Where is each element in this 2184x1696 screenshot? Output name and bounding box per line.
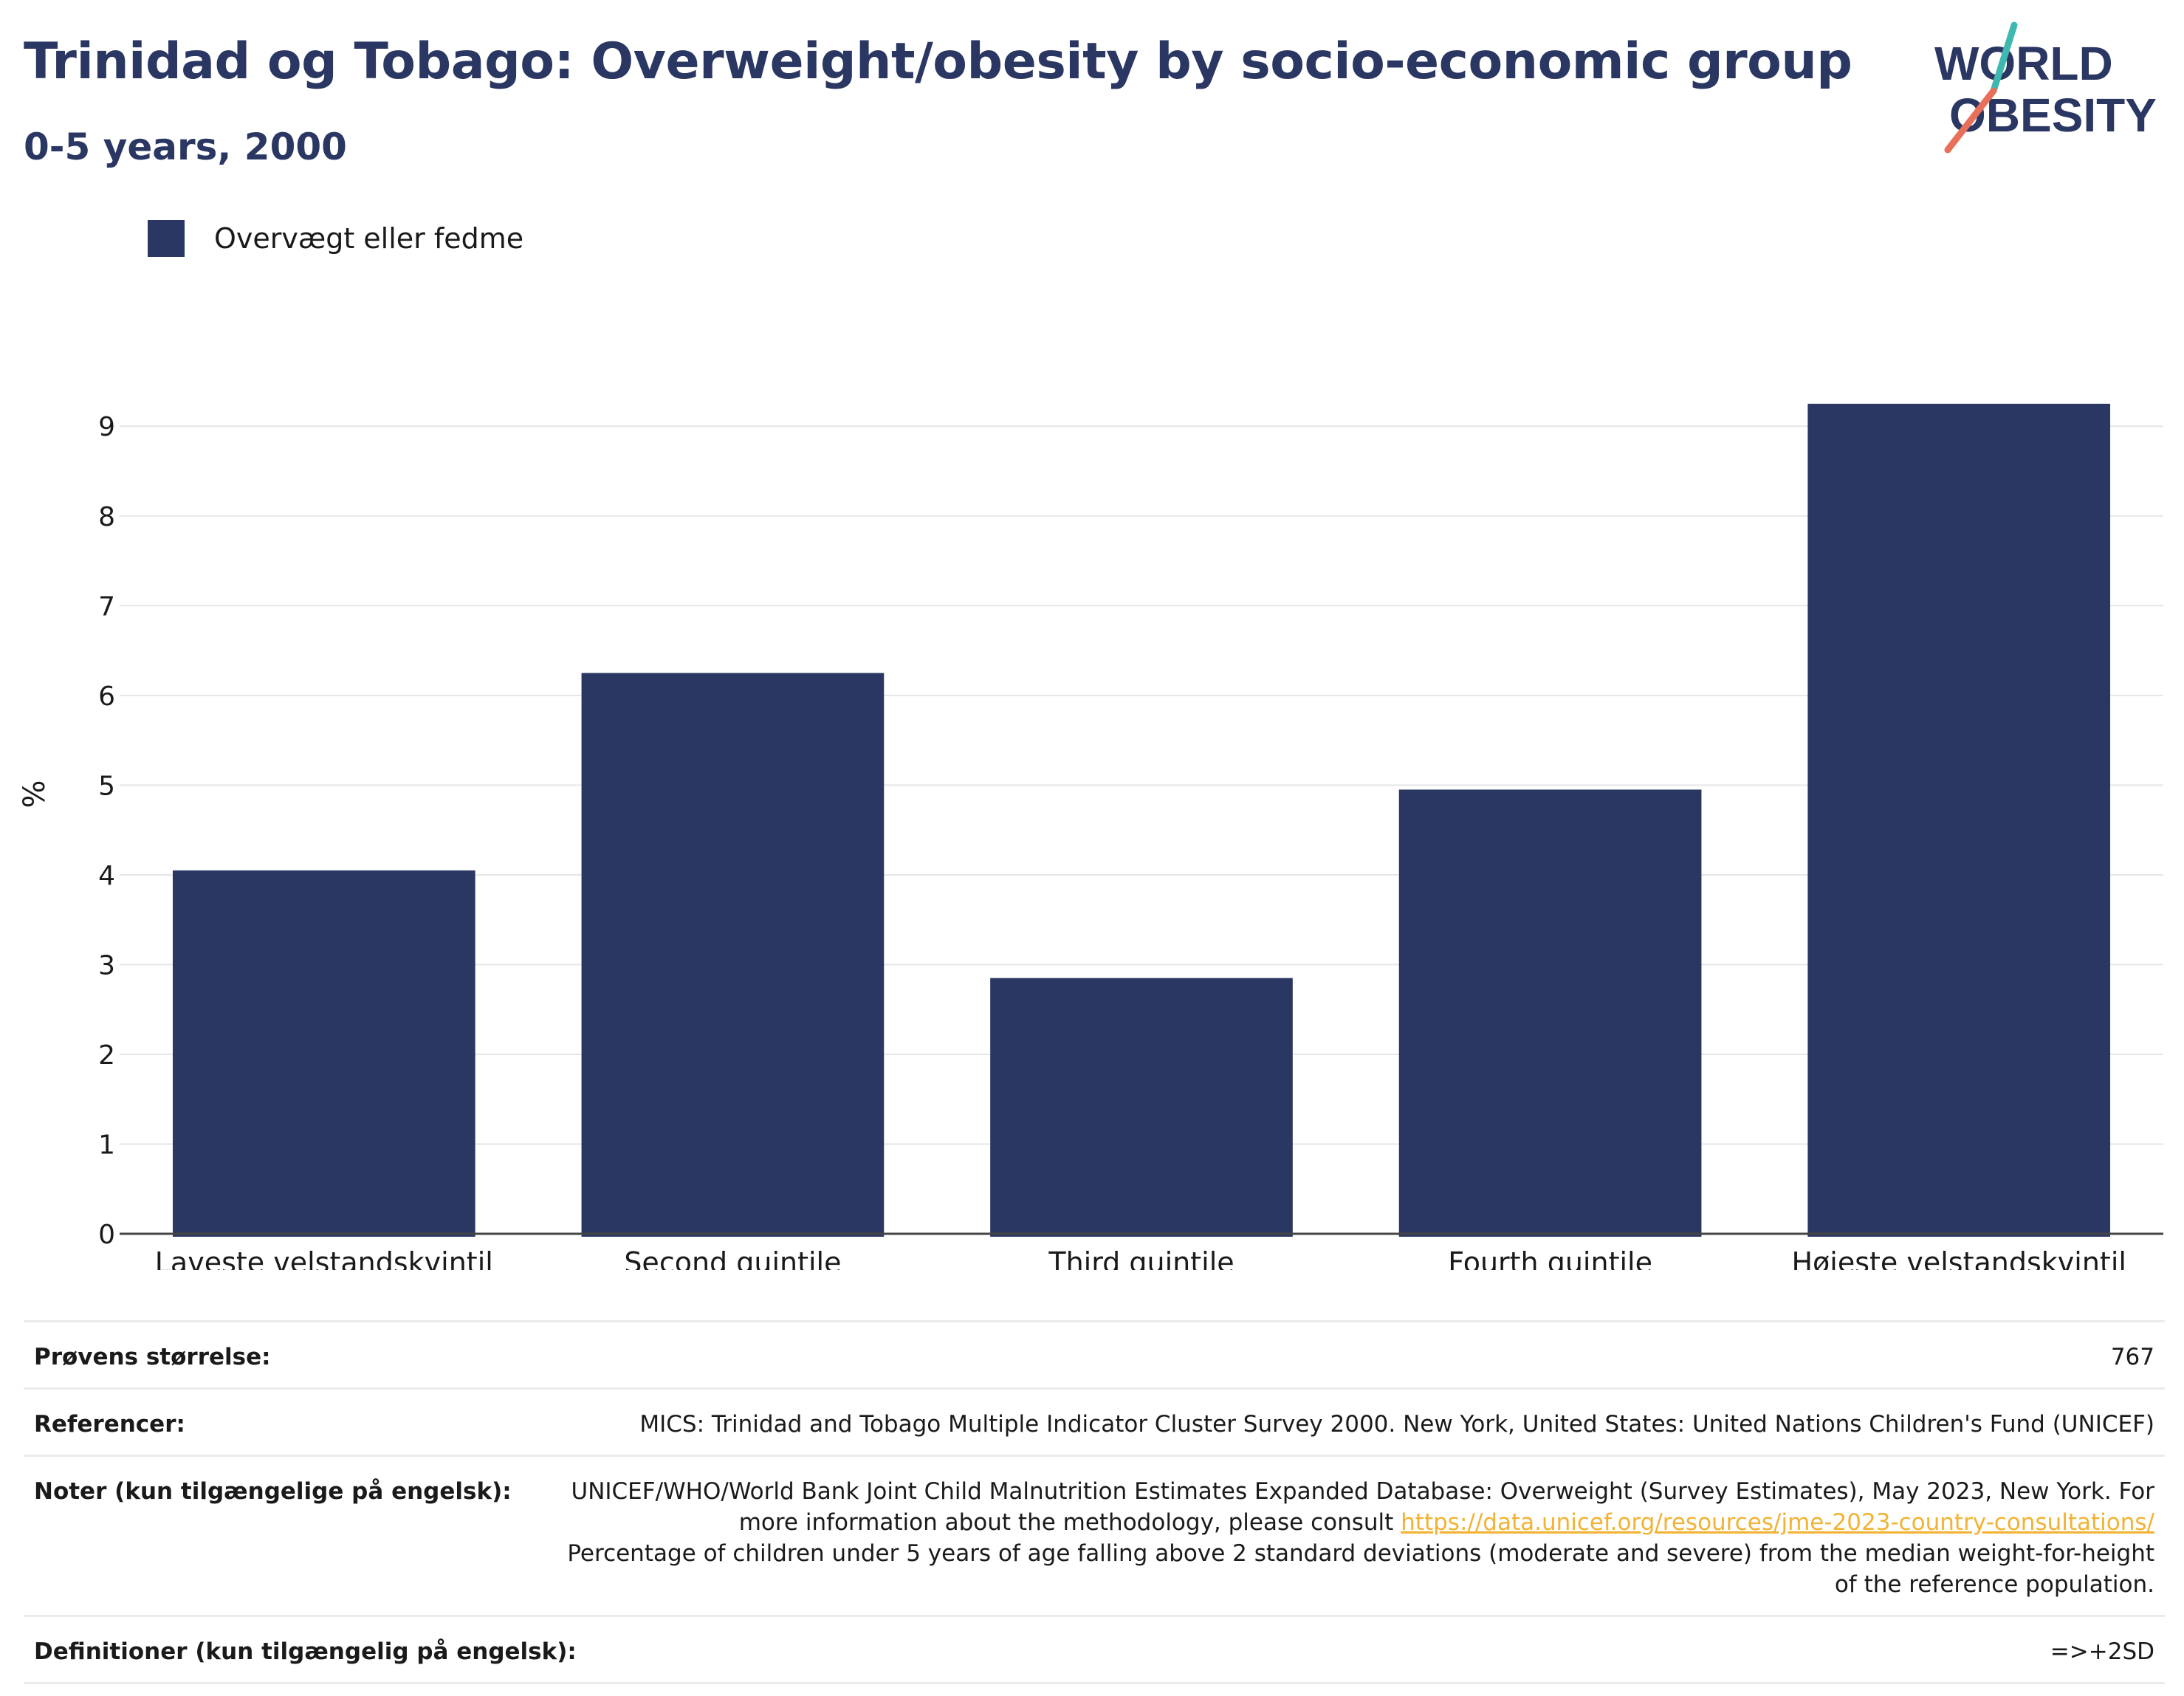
world-obesity-logo: WORLD OBESITY — [1934, 21, 2157, 154]
info-row-definitions: Definitioner (kun tilgængelig på engelsk… — [24, 1615, 2165, 1684]
y-tick-label: 8 — [98, 502, 115, 532]
chart-title: Trinidad og Tobago: Overweight/obesity b… — [24, 32, 1852, 91]
x-tick-labels: Laveste velstandskvintil Second quintile T… — [155, 1246, 2126, 1270]
logo-text-obesity: OBESITY — [1949, 89, 2157, 142]
legend[interactable]: Overvægt eller fedme — [148, 219, 523, 258]
y-axis-label: % — [18, 780, 52, 808]
references-label: Referencer: — [34, 1411, 185, 1438]
info-row-notes: Noter (kun tilgængelige på engelsk): UNI… — [24, 1455, 2165, 1615]
notes-link[interactable]: https://data.unicef.org/resources/jme-20… — [1401, 1509, 2154, 1536]
y-tick-label: 4 — [98, 861, 115, 891]
x-tick-label: Fourth quintile — [1448, 1246, 1652, 1270]
references-value: MICS: Trinidad and Tobago Multiple Indic… — [639, 1411, 2154, 1438]
bar[interactable] — [1807, 403, 2111, 1237]
notes-text: UNICEF/WHO/World Bank Joint Child Malnut… — [571, 1478, 2155, 1536]
info-row-sample-size: Prøvens størrelse: 767 — [24, 1320, 2165, 1387]
bar[interactable] — [1398, 789, 1702, 1237]
logo-slash-teal — [1990, 21, 2018, 95]
y-tick-label: 7 — [98, 591, 115, 622]
notes-label: Noter (kun tilgængelige på engelsk): — [34, 1478, 512, 1505]
y-tick-label: 0 — [98, 1220, 115, 1250]
bar[interactable] — [581, 673, 885, 1237]
chart-subtitle: 0-5 years, 2000 — [24, 126, 347, 168]
y-tick-label: 3 — [98, 950, 115, 981]
y-tick-label: 5 — [98, 771, 115, 801]
y-tick-label: 2 — [98, 1040, 115, 1071]
bar[interactable] — [990, 978, 1293, 1237]
x-tick-label: Højeste velstandskvintil — [1791, 1246, 2126, 1270]
y-tick-label: 6 — [98, 682, 115, 712]
x-tick-label: Second quintile — [624, 1246, 841, 1270]
notes-value: UNICEF/WHO/World Bank Joint Child Malnut… — [556, 1476, 2154, 1600]
definitions-label: Definitioner (kun tilgængelig på engelsk… — [34, 1638, 577, 1665]
legend-label: Overvægt eller fedme — [214, 222, 524, 255]
sample-size-label: Prøvens størrelse: — [34, 1344, 271, 1370]
info-table: Prøvens størrelse: 767 Referencer: MICS:… — [24, 1320, 2165, 1684]
y-tick-label: 9 — [98, 412, 115, 442]
legend-swatch — [148, 220, 185, 257]
sample-size-value: 767 — [2110, 1344, 2154, 1370]
info-row-references: Referencer: MICS: Trinidad and Tobago Mu… — [24, 1387, 2165, 1455]
bars — [172, 403, 2111, 1237]
logo-slash-coral — [1944, 87, 1997, 154]
bar-chart: 0 1 2 3 4 5 6 7 8 9 Laveste velstandskvintil Secon… — [18, 403, 2163, 1270]
bar[interactable] — [172, 870, 475, 1237]
notes-text-definition: Percentage of children under 5 years of … — [567, 1540, 2154, 1598]
y-tick-label: 1 — [98, 1130, 115, 1160]
logo-text-world: WORLD — [1934, 37, 2113, 90]
x-tick-label: Third quintile — [1048, 1246, 1234, 1270]
x-tick-label: Laveste velstandskvintil — [155, 1246, 493, 1270]
definitions-value: =>+2SD — [2050, 1638, 2154, 1665]
y-tick-labels: 0 1 2 3 4 5 6 7 8 9 — [98, 412, 115, 1250]
